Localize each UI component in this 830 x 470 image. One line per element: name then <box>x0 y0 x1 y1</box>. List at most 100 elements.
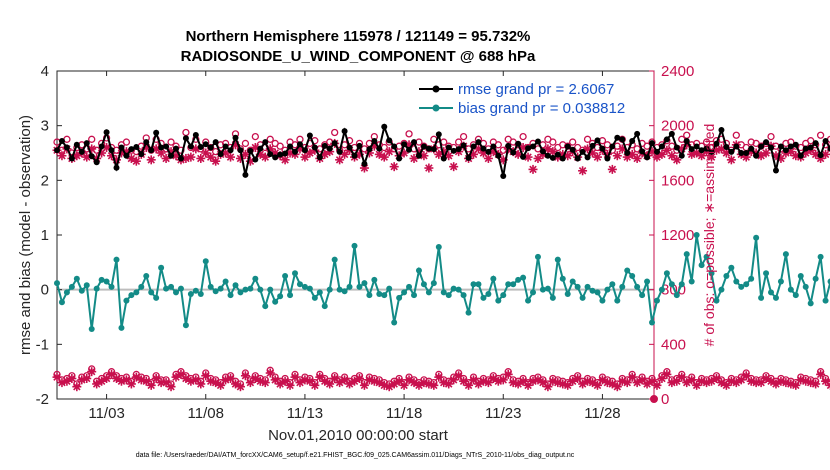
bias-point <box>192 287 199 294</box>
legend-bias-label: bias grand pr = 0.038812 <box>458 100 625 117</box>
bias-point <box>252 275 259 282</box>
bias-point <box>500 292 507 299</box>
rmse-point <box>406 146 413 153</box>
obs-assimilated-point <box>424 163 434 173</box>
rmse-point <box>698 147 705 154</box>
bias-line <box>56 234 830 330</box>
bias-point <box>306 285 313 292</box>
bias-point <box>415 267 422 274</box>
rmse-point <box>554 151 561 158</box>
rmse-point <box>693 143 700 150</box>
rmse-point <box>98 143 105 150</box>
rmse-point <box>296 141 303 148</box>
y-tick-label-right: 0 <box>661 391 669 408</box>
rmse-point <box>386 137 393 144</box>
bias-point <box>549 294 556 301</box>
obs-assimilated-point <box>592 152 602 162</box>
obs-assimilated-stroke <box>430 381 438 390</box>
bias-point <box>564 291 571 298</box>
obs-possible-point <box>782 139 790 148</box>
rmse-point <box>822 137 829 144</box>
bias-point <box>723 273 730 279</box>
obs-possible-point <box>454 138 463 146</box>
bias-point <box>54 280 60 287</box>
rmse-point <box>292 148 299 155</box>
obs-assimilated-stroke <box>197 380 205 388</box>
bias-point <box>594 289 601 296</box>
obs-assimilated-stroke <box>83 374 91 383</box>
obs-assimilated-stroke <box>291 373 299 381</box>
rmse-point <box>827 145 830 152</box>
obs-assimilated-stroke <box>206 153 215 161</box>
obs-assimilated-point <box>300 152 310 162</box>
bias-point <box>361 280 368 287</box>
bias-point <box>123 297 130 304</box>
obs-assimilated-point <box>126 379 136 389</box>
bias-point <box>232 282 239 289</box>
bias-point <box>63 289 70 296</box>
rmse-point <box>93 159 100 166</box>
obs-assimilated-point <box>186 152 196 162</box>
bias-point <box>807 300 814 307</box>
bias-point <box>495 297 502 304</box>
obs-assimilated-point <box>146 155 156 165</box>
rmse-series <box>54 123 830 179</box>
obs-assimilated-stroke <box>821 377 830 385</box>
rmse-point <box>787 143 794 150</box>
obs-end-point <box>650 395 658 403</box>
bias-point <box>614 297 621 304</box>
rmse-point <box>227 147 234 154</box>
bias-point <box>574 283 581 290</box>
obs-assimilated-point <box>146 380 156 390</box>
obs-assimilated-point <box>826 380 830 390</box>
obs-assimilated-stroke <box>588 149 597 157</box>
y-tick-label-left: -1 <box>36 336 49 353</box>
bias-point <box>267 286 274 293</box>
rmse-point <box>376 145 383 152</box>
obs-assimilated-stroke <box>484 154 493 163</box>
rmse-point <box>663 136 670 143</box>
obs-possible-point <box>807 137 815 145</box>
rmse-point <box>599 145 606 152</box>
bias-point <box>321 303 328 310</box>
y-axis-label-left: rmse and bias (model - observation) <box>17 115 34 355</box>
bias-point <box>411 292 418 299</box>
bias-point <box>802 283 809 290</box>
rmse-point <box>177 155 184 162</box>
plot-area <box>56 70 655 400</box>
y-tick-label-left: 0 <box>41 282 49 299</box>
rmse-point <box>78 148 85 155</box>
obs-assimilated-point <box>240 371 250 381</box>
bias-point <box>247 285 254 292</box>
rmse-point <box>420 143 427 150</box>
bias-point <box>93 285 100 292</box>
obs-assimilated-stroke <box>722 149 731 157</box>
rmse-point <box>272 154 279 161</box>
obs-assimilated-point <box>196 379 206 389</box>
obs-assimilated-stroke <box>127 154 136 163</box>
rmse-point <box>108 147 115 154</box>
bias-point <box>153 294 160 301</box>
obs-assimilated-stroke <box>256 150 265 159</box>
obs-assimilated-stroke <box>281 377 289 385</box>
rmse-point <box>758 143 765 150</box>
x-tick-label: 11/13 <box>287 405 323 422</box>
obs-assimilated-point <box>607 164 617 174</box>
obs-assimilated-stroke <box>167 382 175 391</box>
bias-point <box>673 292 680 299</box>
y-tick-label-left: 1 <box>41 227 49 244</box>
bias-point <box>584 283 591 290</box>
rmse-point <box>495 152 502 159</box>
obs-assimilated-point <box>592 380 602 390</box>
obs-assimilated-stroke <box>390 162 398 171</box>
bias-point <box>668 281 675 288</box>
rmse-point <box>371 137 378 144</box>
bias-point <box>227 292 234 299</box>
bias-point <box>118 324 125 331</box>
x-tick-label: 11/03 <box>88 405 124 422</box>
x-axis: 11/03 11/08 11/13 11/18 11/23 11/28 <box>88 71 621 422</box>
rmse-point <box>604 155 611 162</box>
obs-assimilated-stroke <box>157 149 165 157</box>
bias-point <box>678 281 685 288</box>
rmse-point <box>639 148 646 155</box>
